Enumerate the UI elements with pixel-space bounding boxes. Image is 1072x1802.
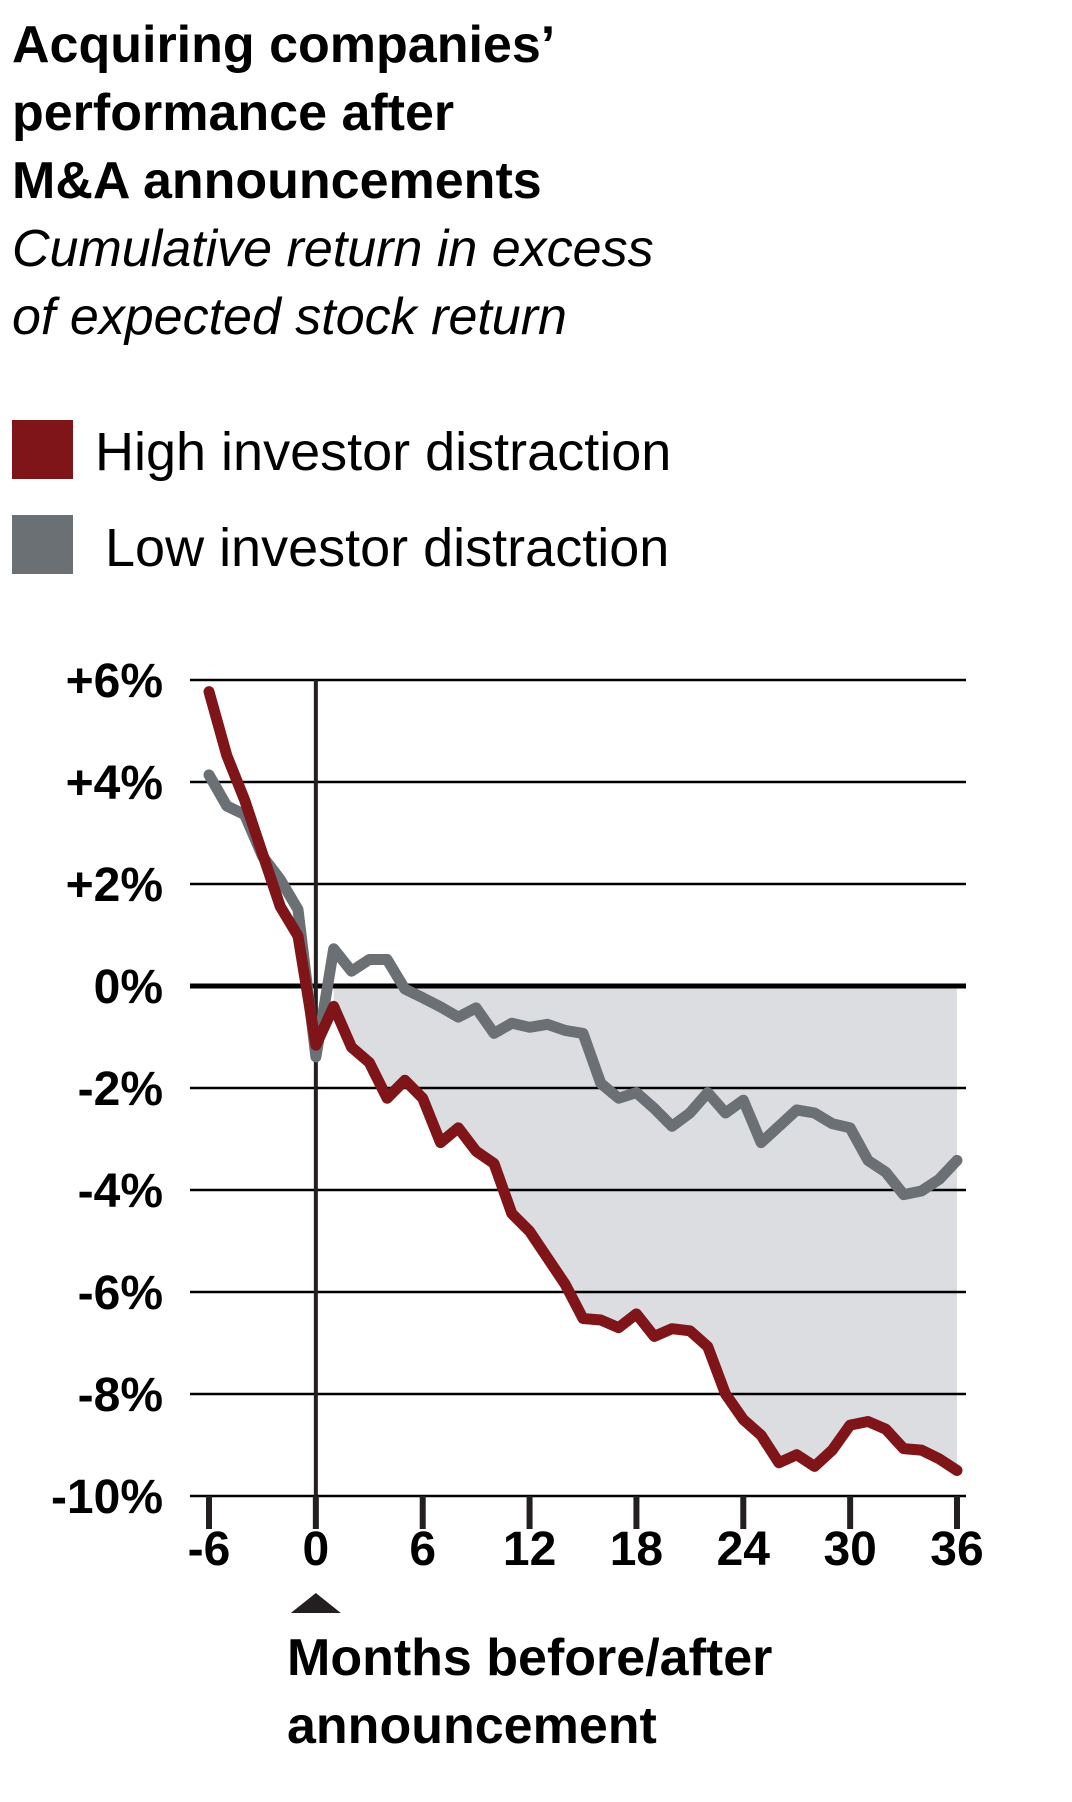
y-tick-label: +2%	[66, 859, 163, 912]
y-tick-label: -4%	[78, 1165, 163, 1218]
x-tick-label: 6	[409, 1523, 436, 1576]
series-line-low	[203, 769, 963, 1201]
shaded-gap-area	[333, 986, 958, 1471]
y-tick-label: -8%	[78, 1369, 163, 1422]
x-axis-title-line-1: Months before/after	[287, 1629, 772, 1687]
series-line-high	[203, 686, 963, 1476]
x-tick-label: 12	[503, 1523, 556, 1576]
x-tick-label: 36	[930, 1523, 983, 1576]
announcement-arrow-icon	[290, 1593, 341, 1613]
x-axis-title-line-2: announcement	[287, 1697, 657, 1755]
chart-subtitle: Cumulative return in excess of expected …	[12, 220, 654, 346]
subtitle-line-1: Cumulative return in excess	[12, 220, 654, 278]
x-tick-label: 30	[823, 1523, 876, 1576]
legend-swatch-low	[12, 515, 73, 574]
y-tick-label: +6%	[66, 655, 163, 708]
title-line-2: performance after	[12, 84, 454, 142]
x-tick-label: 0	[303, 1523, 330, 1576]
y-tick-label: -6%	[78, 1267, 163, 1320]
plot-area: +6% +4% +2% 0% -2% -4% -6% -8% -10% -6 0 6 12 18 24 30 3…	[51, 655, 984, 1613]
x-tick-label: -6	[188, 1523, 231, 1576]
y-tick-label: -10%	[51, 1471, 163, 1524]
x-tick-label: 24	[717, 1523, 771, 1576]
x-axis-title: Months before/after announcement	[287, 1629, 772, 1755]
chart-title: Acquiring companies’ performance after M…	[12, 16, 555, 210]
legend-label-high: High investor distraction	[95, 422, 671, 482]
y-tick-label: 0%	[94, 961, 163, 1014]
legend-swatch-high	[12, 420, 73, 479]
x-tick-label: 18	[610, 1523, 663, 1576]
legend-label-low: Low investor distraction	[105, 518, 669, 578]
legend: High investor distraction Low investor d…	[12, 420, 671, 578]
title-line-1: Acquiring companies’	[12, 16, 555, 74]
y-tick-label: -2%	[78, 1063, 163, 1116]
title-line-3: M&A announcements	[12, 152, 542, 210]
subtitle-line-2: of expected stock return	[12, 288, 567, 346]
y-tick-label: +4%	[66, 757, 163, 810]
